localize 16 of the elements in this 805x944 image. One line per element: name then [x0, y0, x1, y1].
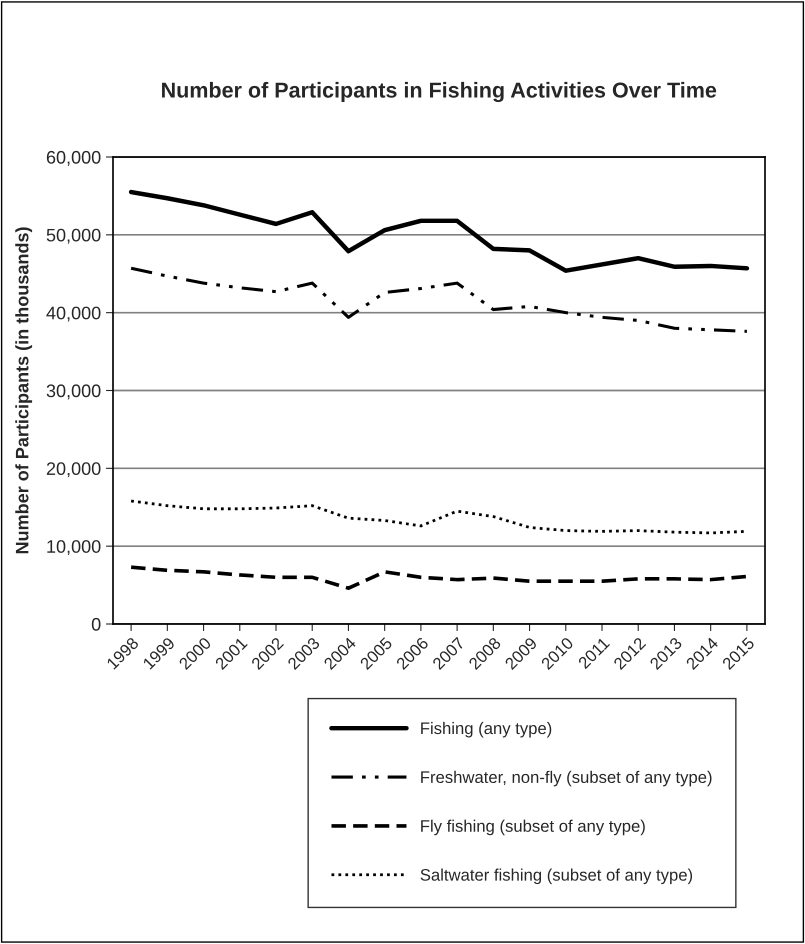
line-series	[130, 266, 748, 333]
y-tick-label: 30,000	[46, 384, 100, 400]
legend-label: Fishing (any type)	[421, 722, 552, 738]
legend-label: Fly fishing (subset of any type)	[421, 820, 645, 836]
line-series	[129, 565, 749, 590]
line-series	[128, 190, 750, 273]
y-tick-label: 50,000	[46, 228, 100, 244]
chart-title: Number of Participants in Fishing Activities Over Time	[162, 82, 716, 102]
y-tick-label: 60,000	[46, 150, 100, 166]
legend-label: Saltwater fishing (subset of any type)	[420, 868, 692, 884]
y-tick-label: 40,000	[46, 306, 100, 322]
legend-label: Freshwater, non-fly (subset of any type)	[421, 770, 712, 786]
y-tick-label: 20,000	[46, 462, 100, 478]
y-axis-title: Number of Participants (in thousands)	[15, 227, 32, 554]
y-tick-label: 10,000	[47, 540, 100, 556]
y-tick-label: 0	[92, 618, 100, 631]
